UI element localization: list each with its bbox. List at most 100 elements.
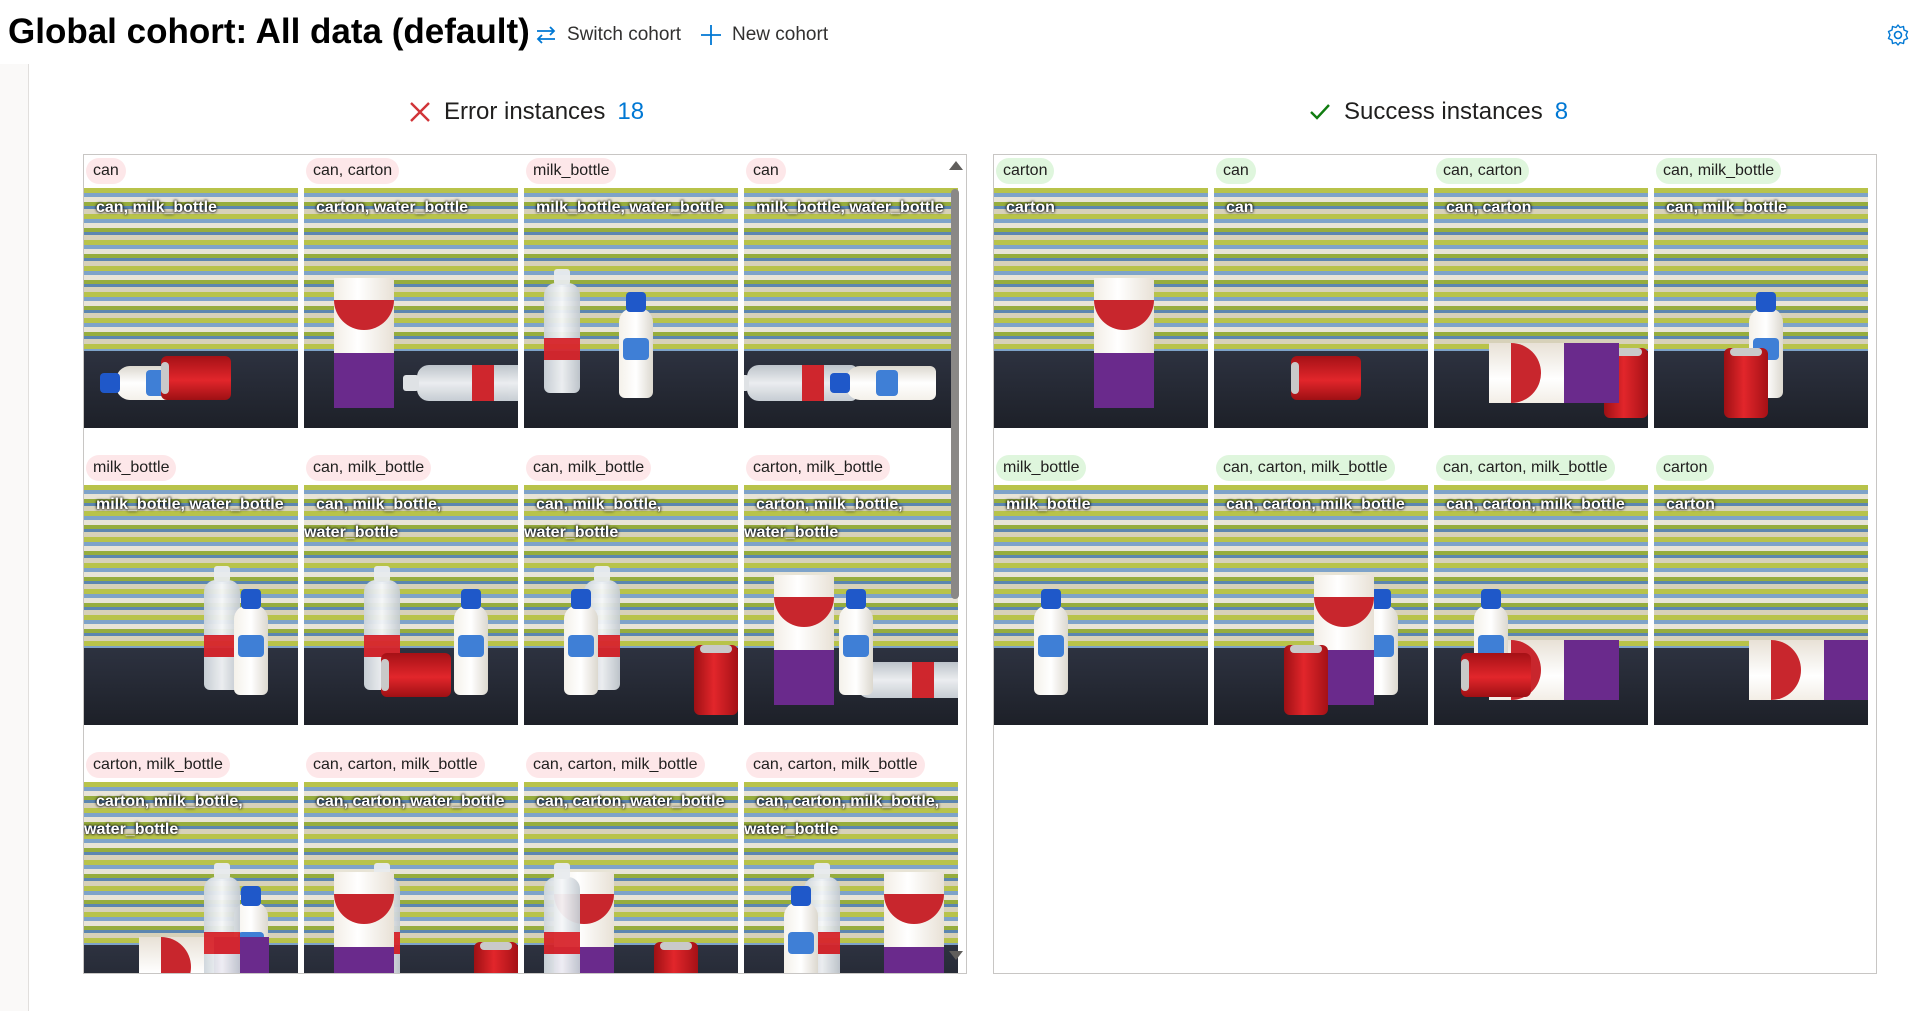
error-panel-scrollbar[interactable] [947,155,964,971]
x-icon [410,102,430,122]
instance-image: can, carton, water_bottle [524,782,738,973]
instance-image: carton [994,188,1208,428]
true-label: can, milk_bottle [1666,199,1787,216]
milk-object [846,366,936,400]
true-label: carton [1666,496,1715,513]
instance-tile[interactable]: can, milk_bottle can, milk_bottle, water_… [524,452,738,749]
can-object [474,942,518,973]
scroll-thumb[interactable] [951,189,959,599]
true-label: milk_bottle, water_bottle [536,199,724,216]
predicted-label-pill: carton [996,158,1055,184]
instance-tile[interactable]: carton carton [994,155,1208,452]
instance-image: milk_bottle, water_bottle [744,188,958,428]
instance-tile[interactable]: can milk_bottle, water_bottle [744,155,958,452]
page-title: Global cohort: All data (default) [8,12,530,51]
can-object [381,653,451,697]
instance-tile[interactable]: carton, milk_bottle carton, milk_bottle, … [744,452,958,749]
instance-tile[interactable]: can, milk_bottle can, milk_bottle, water_… [304,452,518,749]
error-instances-count: 18 [617,98,645,125]
instance-tile[interactable]: carton carton [1654,452,1868,749]
milk-object [454,589,488,695]
carton-object [1489,343,1619,403]
predicted-label-pill: can [746,158,786,184]
can-object [1461,653,1531,697]
instance-image: carton, milk_bottle, water_bottle [84,782,298,973]
water-object [204,863,240,973]
gear-icon[interactable] [1886,23,1910,47]
instance-tile[interactable]: can can, milk_bottle [84,155,298,452]
water-object [544,269,580,393]
true-label: can, carton, water_bottle [316,793,505,810]
milk-object [839,589,873,695]
instance-tile[interactable]: can, carton, milk_bottle can, carton, mil… [744,749,958,973]
instance-image: can, milk_bottle, water_bottle [304,485,518,725]
true-label: can, milk_bottle [96,199,217,216]
new-cohort-button[interactable]: New cohort [700,20,828,50]
instance-tile[interactable]: carton, milk_bottle carton, milk_bottle, … [84,749,298,973]
milk-object [564,589,598,695]
instance-tile[interactable]: milk_bottle milk_bottle [994,452,1208,749]
predicted-label-pill: can, carton, milk_bottle [1436,455,1615,481]
check-icon [1310,104,1330,120]
predicted-label-pill: milk_bottle [86,455,177,481]
instance-tile[interactable]: can, carton carton, water_bottle [304,155,518,452]
true-label: carton, milk_bottle, water_bottle [84,793,243,838]
predicted-label-pill: carton [1656,455,1715,481]
milk-object [234,589,268,695]
can-object [654,942,698,973]
scroll-down-icon[interactable] [949,951,963,960]
instance-tile[interactable]: can, carton, milk_bottle can, carton, mil… [1214,452,1428,749]
instance-tile[interactable]: can, carton can, carton [1434,155,1648,452]
true-label: can, carton, milk_bottle [1226,496,1405,513]
can-object [694,645,738,715]
instance-image: carton [1654,485,1868,725]
true-label: can, milk_bottle, water_bottle [304,496,442,541]
predicted-label-pill: can, milk_bottle [526,455,652,481]
instance-tile[interactable]: can, carton, milk_bottle can, carton, mil… [1434,452,1648,749]
instance-image: can, carton, milk_bottle [1434,485,1648,725]
water-object [417,365,518,401]
true-label: carton, water_bottle [316,199,469,216]
can-object [1291,356,1361,400]
true-label: can, carton [1446,199,1532,216]
instance-image: can, carton, milk_bottle [1214,485,1428,725]
can-object [161,356,231,400]
instance-image: milk_bottle [994,485,1208,725]
predicted-label-pill: can [86,158,126,184]
water-object [544,863,580,973]
instance-tile[interactable]: can can [1214,155,1428,452]
predicted-label-pill: can, carton, milk_bottle [306,752,485,778]
instance-tile[interactable]: can, milk_bottle can, milk_bottle [1654,155,1868,452]
instance-image: milk_bottle, water_bottle [524,188,738,428]
error-instances-header: Error instances 18 [408,97,644,127]
instance-tile[interactable]: milk_bottle milk_bottle, water_bottle [84,452,298,749]
predicted-label-pill: can, carton [1436,158,1530,184]
instance-image: can, milk_bottle, water_bottle [524,485,738,725]
instance-image: can, carton [1434,188,1648,428]
can-object [1284,645,1328,715]
instance-tile[interactable]: can, carton, milk_bottle can, carton, wat… [304,749,518,973]
predicted-label-pill: can, carton, milk_bottle [1216,455,1395,481]
top-bar: Global cohort: All data (default) Switch… [0,0,1918,64]
predicted-label-pill: carton, milk_bottle [86,752,230,778]
instance-tile[interactable]: can, carton, milk_bottle can, carton, wat… [524,749,738,973]
success-instances-panel: carton carton can can can, carton can, carton… [993,154,1877,974]
true-label: can, carton, milk_bottle, water_bottle [744,793,940,838]
instance-image: can, carton, water_bottle [304,782,518,973]
true-label: carton [1006,199,1055,216]
switch-cohort-button[interactable]: Switch cohort [535,20,681,50]
instance-image: carton, water_bottle [304,188,518,428]
true-label: milk_bottle, water_bottle [96,496,284,513]
predicted-label-pill: carton, milk_bottle [746,455,890,481]
instance-image: can, milk_bottle [84,188,298,428]
instance-image: can [1214,188,1428,428]
instance-image: can, milk_bottle [1654,188,1868,428]
plus-icon [701,25,721,45]
true-label: milk_bottle [1006,496,1091,513]
instance-tile[interactable]: milk_bottle milk_bottle, water_bottle [524,155,738,452]
carton-object [774,575,834,705]
scroll-up-icon[interactable] [949,161,963,170]
instance-image: milk_bottle, water_bottle [84,485,298,725]
instance-image: carton, milk_bottle, water_bottle [744,485,958,725]
true-label: can, milk_bottle, water_bottle [524,496,662,541]
